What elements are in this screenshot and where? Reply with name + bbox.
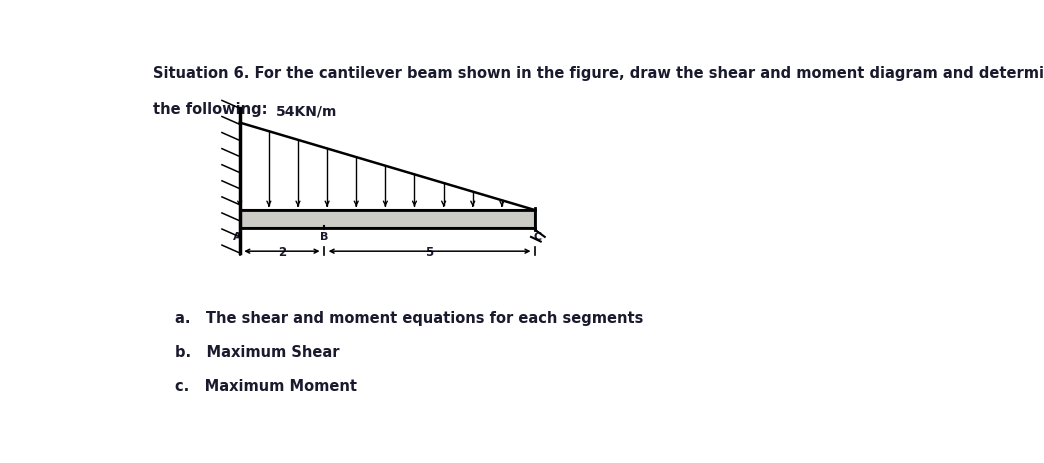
Text: 2: 2 bbox=[278, 245, 286, 258]
Text: 5: 5 bbox=[426, 245, 433, 258]
Text: Situation 6. For the cantilever beam shown in the figure, draw the shear and mom: Situation 6. For the cantilever beam sho… bbox=[153, 66, 1044, 81]
Text: a.   The shear and moment equations for each segments: a. The shear and moment equations for ea… bbox=[175, 311, 643, 325]
Text: the following:: the following: bbox=[153, 102, 267, 117]
Text: B: B bbox=[319, 232, 328, 241]
Text: C: C bbox=[533, 232, 542, 241]
Text: A: A bbox=[233, 232, 241, 241]
Text: b.   Maximum Shear: b. Maximum Shear bbox=[175, 344, 339, 359]
Text: 54KN/m: 54KN/m bbox=[276, 104, 337, 118]
Text: c.   Maximum Moment: c. Maximum Moment bbox=[175, 378, 357, 393]
Polygon shape bbox=[240, 211, 535, 228]
